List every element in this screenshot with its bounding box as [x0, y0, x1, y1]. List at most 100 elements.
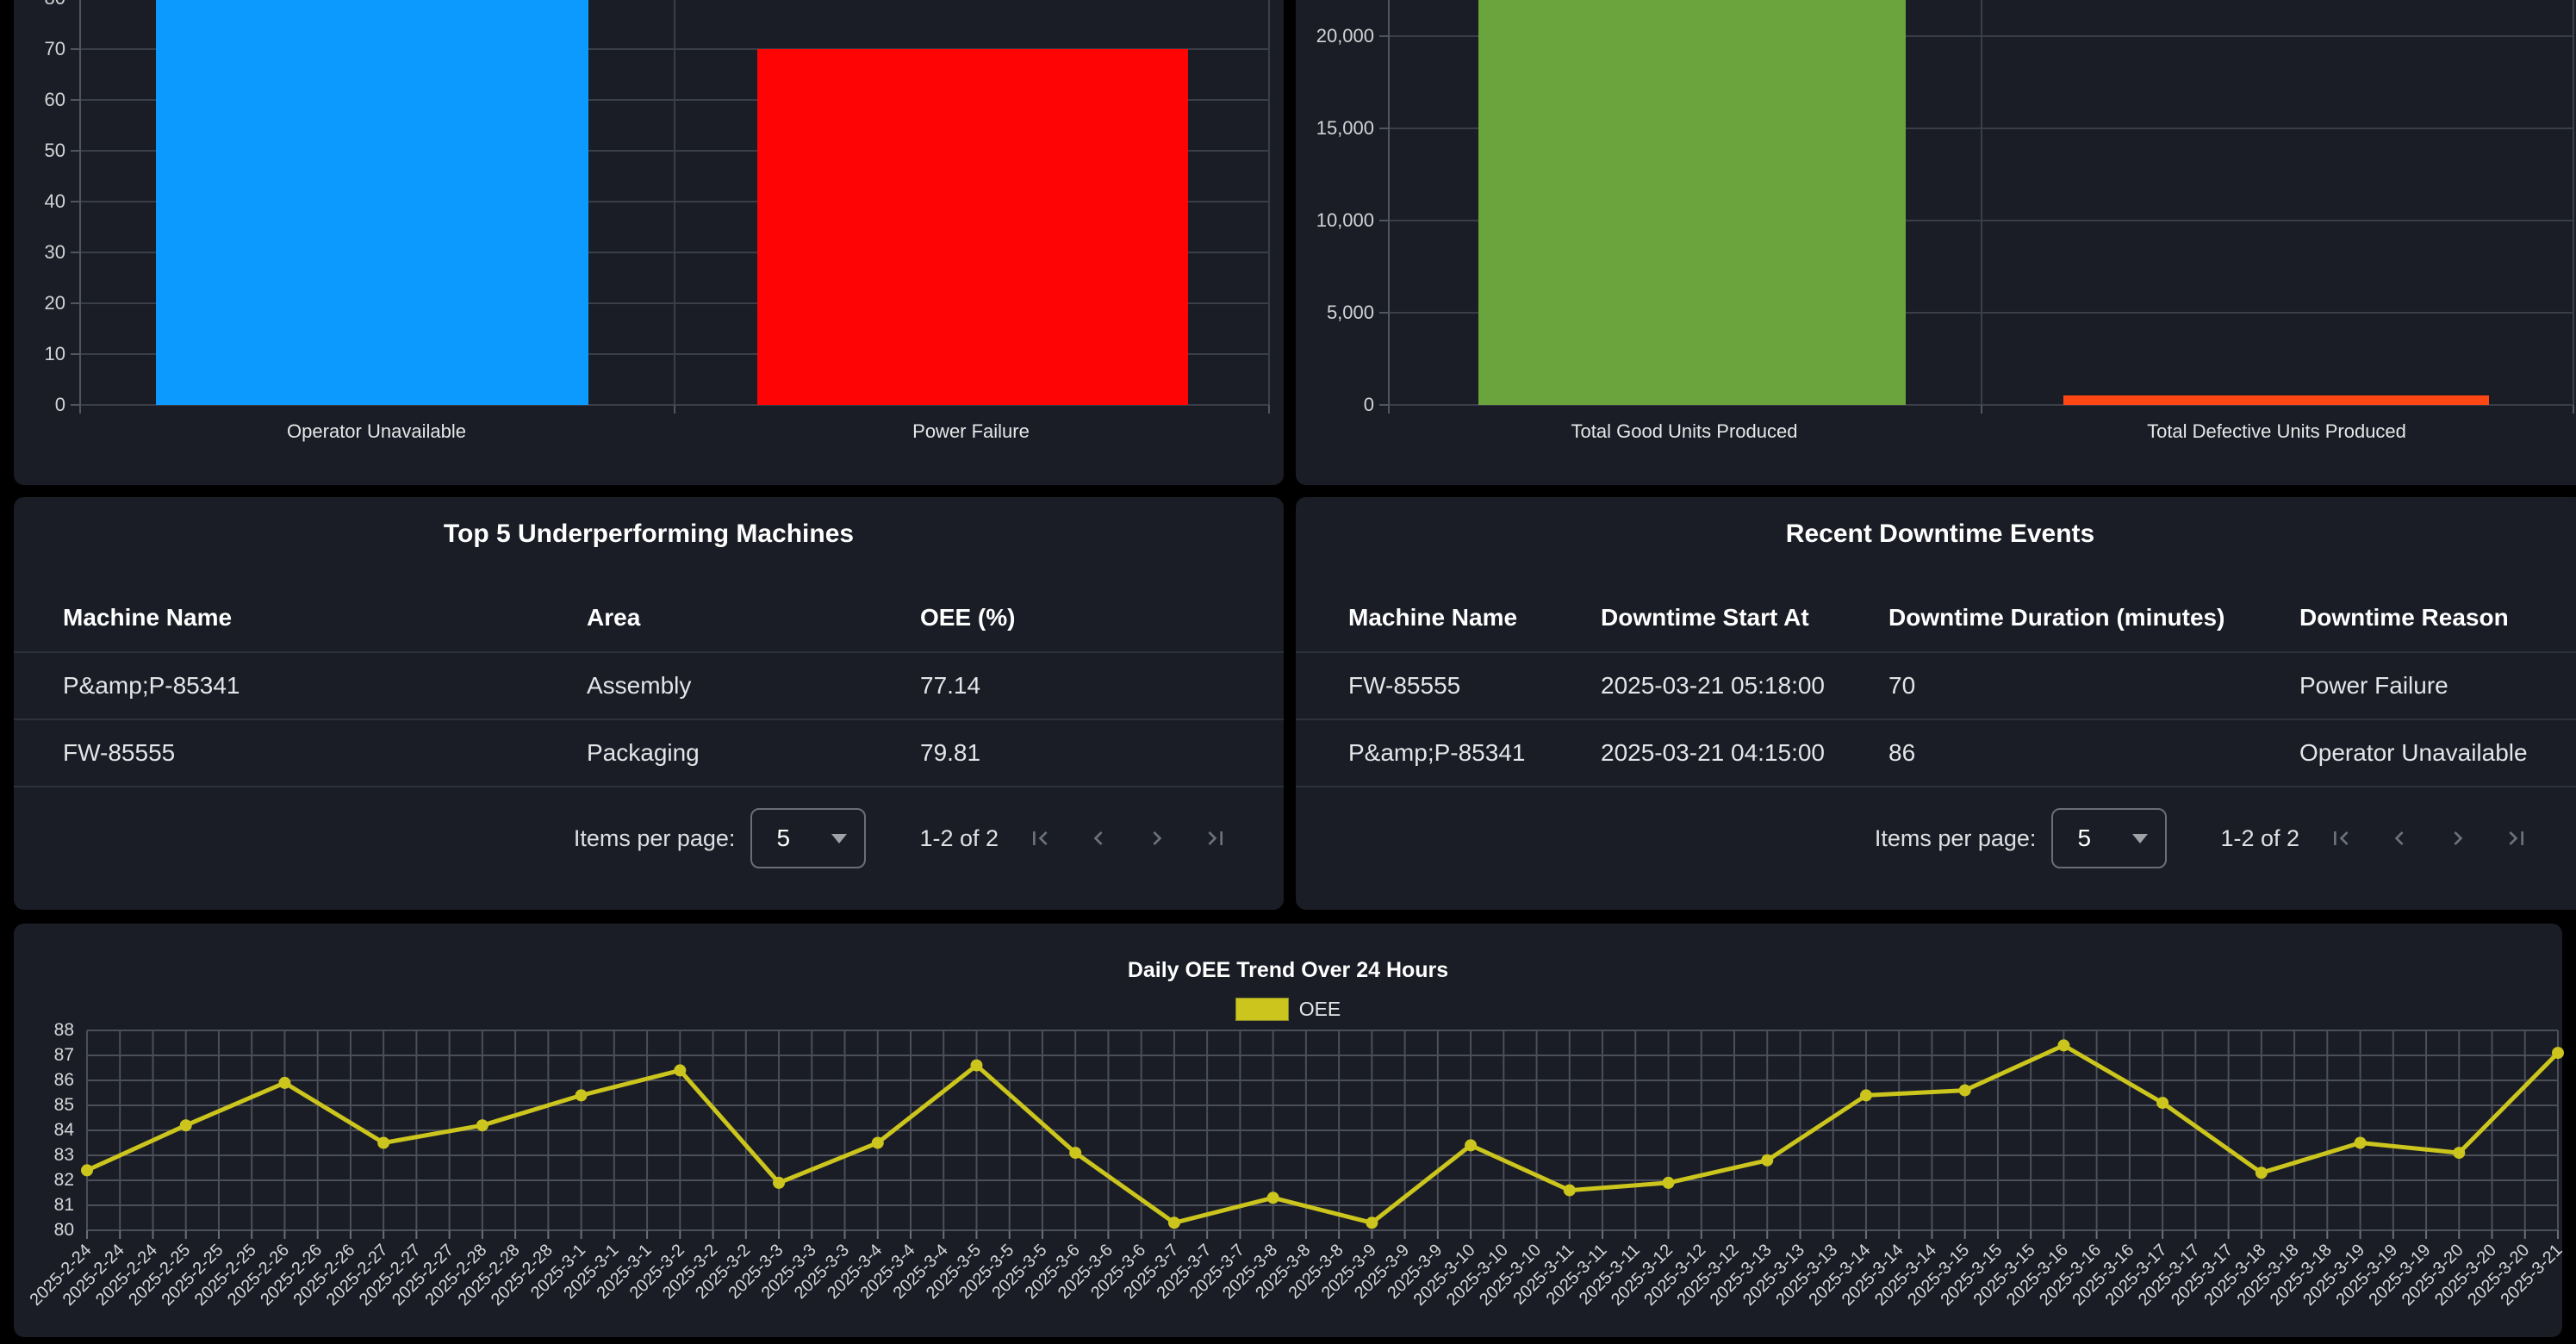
- y-tick: [71, 404, 79, 406]
- units-produced-bar-chart: 0 5,000 10,000 15,000 20,000 Total Good Units…: [1296, 0, 2576, 485]
- previous-page-button[interactable]: [2370, 809, 2429, 868]
- downtime-events-paginator: Items per page: 5 1-2 of 2: [1875, 806, 2546, 871]
- first-page-button[interactable]: [2312, 809, 2370, 868]
- items-per-page-select[interactable]: 5: [2051, 808, 2168, 868]
- col-oee: OEE (%): [920, 604, 1016, 631]
- underperforming-table-header: Machine Name Area OEE (%): [14, 584, 1284, 653]
- y-tick-label: 20: [44, 292, 65, 314]
- data-point: [1563, 1184, 1576, 1197]
- col-downtime-reason: Downtime Reason: [2299, 604, 2509, 631]
- oee-trend-card: Daily OEE Trend Over 24 Hours OEE 88 87 86…: [14, 924, 2567, 1337]
- y-tick-label: 50: [44, 140, 65, 161]
- table-cell: P&amp;P-85341: [63, 672, 240, 699]
- table-cell: Operator Unavailable: [2299, 739, 2528, 766]
- y-tick-label: 20,000: [1316, 25, 1374, 47]
- range-label: 1-2 of 2: [2220, 824, 2299, 851]
- oee-trend-legend: OEE: [14, 998, 2562, 1021]
- items-per-page-select[interactable]: 5: [750, 808, 867, 868]
- data-point: [871, 1136, 884, 1149]
- downtime-events-body: FW-85555 2025-03-21 05:18:00 70 Power Failu…: [1296, 653, 2576, 787]
- underperforming-machines-card: Top 5 Underperforming Machines Machine N…: [14, 497, 1284, 910]
- table-cell: Packaging: [587, 739, 700, 766]
- previous-page-button[interactable]: [1069, 809, 1128, 868]
- y-tick: [71, 48, 79, 50]
- dropdown-arrow-icon: [2132, 833, 2149, 843]
- downtime-events-title: Recent Downtime Events: [1785, 520, 2095, 548]
- col-downtime-start: Downtime Start At: [1601, 604, 1809, 631]
- y-tick: [71, 150, 79, 152]
- y-tick-label: 0: [1363, 394, 1374, 415]
- data-point: [1167, 1216, 1180, 1229]
- category-label: Total Defective Units Produced: [2147, 420, 2406, 442]
- bar-total-good-units-produced: [1478, 0, 1906, 405]
- last-page-button[interactable]: [1186, 809, 1245, 868]
- col-machine-name: Machine Name: [1348, 604, 1518, 631]
- category-label: Total Good Units Produced: [1571, 420, 1798, 442]
- range-label: 1-2 of 2: [919, 824, 999, 851]
- y-tick: [71, 99, 79, 101]
- y-tick-label: 60: [44, 89, 65, 110]
- table-row: P&amp;P-85341 2025-03-21 04:15:00 86 Operat…: [1296, 720, 2576, 787]
- data-point: [2255, 1167, 2268, 1179]
- y-tick-label: 10: [44, 343, 65, 364]
- data-point: [2453, 1147, 2466, 1160]
- gridline: [1388, 312, 2573, 314]
- y-tick-label: 87: [53, 1045, 74, 1065]
- dropdown-arrow-icon: [831, 833, 848, 843]
- y-tick-label: 10,000: [1316, 209, 1374, 231]
- col-machine-name: Machine Name: [63, 604, 233, 631]
- gridline: [1388, 128, 2573, 129]
- data-point: [2354, 1136, 2367, 1149]
- y-tick-label: 5,000: [1326, 302, 1374, 323]
- data-point: [1465, 1139, 1478, 1152]
- y-tick-label: 85: [53, 1095, 74, 1115]
- data-point: [1266, 1192, 1279, 1204]
- legend-swatch-oee: [1235, 998, 1289, 1021]
- next-page-button[interactable]: [2429, 809, 2487, 868]
- data-point: [1859, 1089, 1872, 1102]
- table-row: FW-85555 2025-03-21 05:18:00 70 Power Failu…: [1296, 653, 2576, 720]
- table-cell: 2025-03-21 04:15:00: [1601, 739, 1825, 766]
- first-page-button[interactable]: [1011, 809, 1069, 868]
- y-tick: [1379, 128, 1388, 129]
- data-point: [1662, 1176, 1675, 1189]
- last-page-button[interactable]: [2487, 809, 2546, 868]
- chevron-right-icon: [1153, 831, 1162, 845]
- y-tick-label: 70: [44, 38, 65, 59]
- table-cell: 2025-03-21 05:18:00: [1601, 672, 1825, 699]
- underperforming-table-body: P&amp;P-85341 Assembly 77.14 FW-85555 Packag…: [14, 653, 1284, 787]
- downtime-events-header: Machine Name Downtime Start At Downtime …: [1296, 584, 2576, 653]
- legend-label-oee: OEE: [1298, 998, 1341, 1020]
- last-page-icon: [2509, 831, 2523, 845]
- data-point: [2552, 1047, 2564, 1060]
- y-tick-label: 83: [53, 1145, 74, 1165]
- data-point: [575, 1089, 588, 1102]
- y-tick-label: 40: [44, 190, 65, 212]
- data-point: [2057, 1039, 2070, 1052]
- downtime-by-reason-chart-card: 0 10 20 30 40 50 60 70 80 Operator Unavailable Pow…: [14, 0, 1284, 485]
- x-tick: [1981, 405, 1982, 414]
- bar-total-defective-units-produced: [2063, 395, 2489, 405]
- y-tick-label: 88: [53, 1020, 74, 1040]
- chevron-right-icon: [2454, 831, 2463, 845]
- gridline: [674, 0, 675, 405]
- x-tick: [2573, 405, 2574, 414]
- y-tick-label: 80: [53, 1220, 74, 1240]
- y-tick: [1379, 404, 1388, 406]
- table-cell: Assembly: [587, 672, 692, 699]
- bar-operator-unavailable: [156, 0, 588, 405]
- y-tick-label: 84: [53, 1120, 74, 1140]
- y-tick: [71, 353, 79, 355]
- next-page-button[interactable]: [1128, 809, 1186, 868]
- y-tick-label: 30: [44, 241, 65, 263]
- table-row: FW-85555 Packaging 79.81: [14, 720, 1284, 787]
- y-tick-label: 0: [54, 394, 65, 415]
- page-size-value: 5: [776, 824, 791, 851]
- table-cell: 86: [1888, 739, 1916, 766]
- gridline: [1388, 220, 2573, 221]
- table-cell: Power Failure: [2299, 672, 2448, 699]
- oee-line: [85, 1042, 2560, 1225]
- table-cell: P&amp;P-85341: [1348, 739, 1526, 766]
- category-label: Operator Unavailable: [287, 420, 466, 442]
- data-point: [278, 1076, 291, 1089]
